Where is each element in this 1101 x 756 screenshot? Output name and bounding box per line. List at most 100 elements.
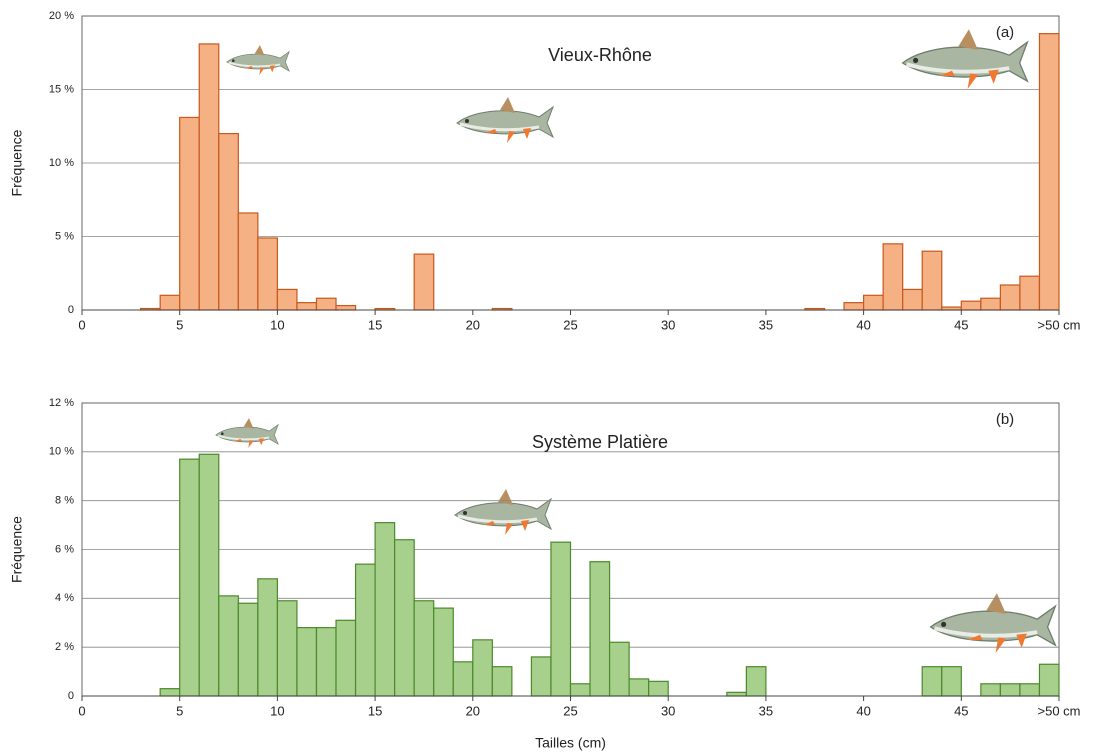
bar: [941, 666, 962, 697]
x-tick-label: 10: [270, 317, 284, 332]
bar: [530, 656, 552, 697]
bar: [257, 237, 278, 311]
bar: [452, 661, 474, 697]
y-axis-label: Fréquence: [9, 516, 25, 583]
bar: [1038, 663, 1060, 697]
bar: [296, 627, 318, 697]
bar: [999, 284, 1021, 311]
bar: [1019, 683, 1041, 697]
bar: [589, 561, 611, 697]
bar: [335, 304, 357, 311]
x-tick-label: 15: [368, 703, 382, 718]
bar: [1038, 33, 1060, 311]
bar: [257, 578, 278, 697]
bar: [862, 294, 884, 311]
y-tick-label: 8 %: [55, 495, 74, 507]
bar: [315, 297, 337, 311]
y-tick-label: 0: [68, 690, 74, 702]
x-tick-label: 35: [759, 317, 773, 332]
bar: [374, 522, 396, 697]
bar: [179, 458, 200, 697]
bar: [198, 43, 220, 311]
fish-icon: [455, 95, 555, 145]
bar: [1019, 275, 1041, 311]
bar: [296, 302, 318, 311]
bar: [980, 683, 1001, 697]
x-tick-label: 25: [563, 317, 577, 332]
x-tick-label: 45: [954, 703, 968, 718]
bar: [354, 563, 376, 697]
bar: [882, 243, 904, 311]
x-tick-label: 25: [563, 703, 577, 718]
x-tick-label: 20: [466, 317, 480, 332]
x-tick-label: 30: [661, 317, 675, 332]
x-tick-label: 20: [466, 703, 480, 718]
bar: [433, 607, 454, 697]
y-tick-label: 10 %: [49, 446, 74, 458]
y-tick-label: 2 %: [55, 641, 74, 653]
bar: [335, 619, 357, 697]
fish-icon: [225, 44, 291, 76]
bar: [237, 602, 259, 697]
x-tick-label: 0: [78, 703, 85, 718]
chart-title: Vieux-Rhône: [548, 45, 652, 65]
bar: [608, 641, 630, 697]
x-tick-label: 15: [368, 317, 382, 332]
y-tick-label: 0: [68, 304, 74, 316]
bar: [960, 300, 982, 311]
bar: [745, 666, 767, 697]
y-tick-label: 15 %: [49, 83, 74, 95]
bar: [315, 627, 337, 697]
bar: [628, 678, 650, 697]
x-tick-label: 40: [856, 317, 870, 332]
bar: [648, 680, 669, 697]
chart-title: Système Platière: [532, 432, 668, 452]
x-tick-label: 40: [856, 703, 870, 718]
x-tick-label: 35: [759, 703, 773, 718]
x-tick-label: 10: [270, 703, 284, 718]
bar: [218, 595, 239, 697]
bar: [394, 539, 415, 697]
bar: [550, 541, 572, 697]
x-tick-label: 30: [661, 703, 675, 718]
y-tick-label: 10 %: [49, 157, 74, 169]
x-tick-label: >50 cm: [1038, 317, 1081, 332]
x-tick-label: 45: [954, 317, 968, 332]
y-tick-label: 12 %: [49, 397, 74, 409]
y-tick-label: 4 %: [55, 592, 74, 604]
bar: [276, 600, 298, 697]
bar: [237, 212, 259, 311]
bar: [218, 133, 239, 311]
x-tick-label: 5: [176, 317, 183, 332]
bar: [198, 453, 220, 697]
bar: [921, 250, 943, 311]
bar: [921, 666, 943, 697]
bar: [726, 691, 747, 697]
panel-label: (b): [996, 411, 1014, 428]
bar: [843, 302, 865, 311]
bar: [413, 600, 435, 697]
y-tick-label: 20 %: [49, 10, 74, 22]
y-tick-label: 5 %: [55, 230, 74, 242]
bar: [472, 639, 493, 697]
panel-label: (a): [996, 24, 1014, 41]
bar: [980, 297, 1001, 311]
y-axis-label: Fréquence: [9, 129, 25, 196]
x-tick-label: 5: [176, 703, 183, 718]
bar: [159, 688, 181, 697]
bar: [159, 294, 181, 311]
bar: [179, 116, 200, 311]
bar: [902, 288, 923, 311]
fish-icon: [928, 591, 1058, 655]
fish-icon: [453, 487, 553, 537]
bar: [276, 288, 298, 311]
x-axis-label: Tailles (cm): [535, 735, 606, 751]
bar: [999, 683, 1021, 697]
bar: [413, 253, 435, 311]
x-tick-label: >50 cm: [1038, 703, 1081, 718]
bar: [491, 666, 513, 697]
y-tick-label: 6 %: [55, 543, 74, 555]
fish-icon: [214, 417, 280, 449]
x-tick-label: 0: [78, 317, 85, 332]
